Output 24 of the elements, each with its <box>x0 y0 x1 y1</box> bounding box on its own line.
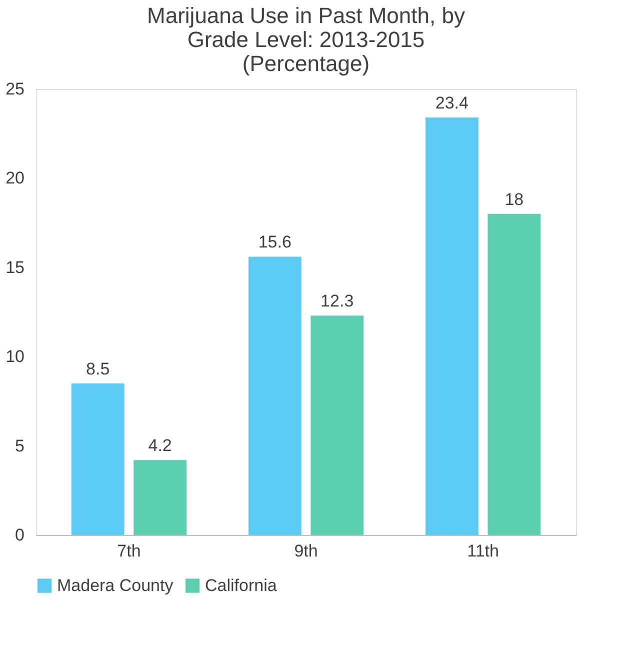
y-tick-label: 20 <box>6 168 24 188</box>
data-label: 12.3 <box>320 292 354 311</box>
x-tick-label: 11th <box>467 542 499 560</box>
data-label: 23.4 <box>435 94 468 113</box>
bar <box>310 316 364 535</box>
bar <box>248 256 302 535</box>
data-label: 8.5 <box>86 359 110 378</box>
bar <box>134 460 186 535</box>
data-label: 4.2 <box>148 436 172 456</box>
chart-title: Marijuana Use in Past Month, by Grade Level: 2013-2015 (Percentage) <box>147 3 465 76</box>
y-tick-label: 5 <box>15 436 24 456</box>
y-tick-label: 15 <box>6 258 24 277</box>
data-label: 18 <box>504 190 524 209</box>
y-tick-label: 0 <box>15 526 24 544</box>
legend-label: California <box>205 576 278 595</box>
x-tick-label: 7th <box>117 542 141 560</box>
y-tick-label: 25 <box>6 80 24 98</box>
bar <box>71 383 124 535</box>
legend-label: Madera County <box>57 576 174 595</box>
data-label: 15.6 <box>258 232 292 252</box>
x-tick-label: 9th <box>294 542 318 560</box>
bar <box>426 118 478 535</box>
y-tick-label: 10 <box>6 347 24 366</box>
bar <box>488 214 541 535</box>
